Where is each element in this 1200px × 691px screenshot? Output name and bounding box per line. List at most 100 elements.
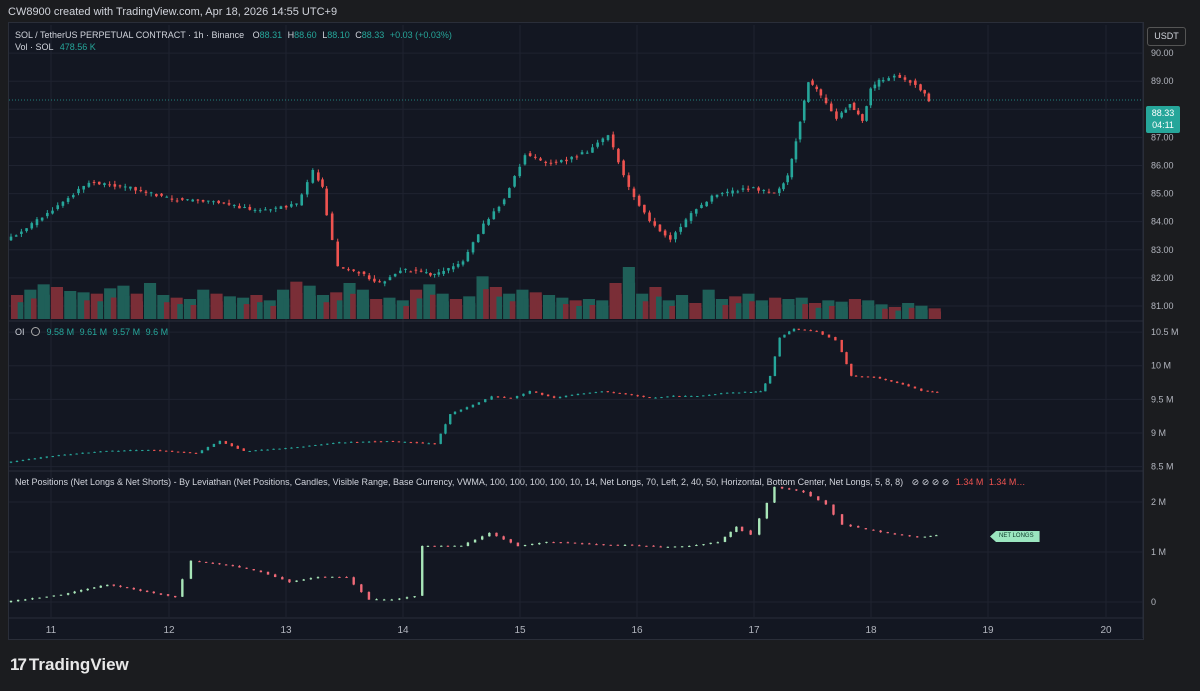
oi-candle xyxy=(714,394,717,396)
oi-candle xyxy=(552,396,556,398)
price-candle xyxy=(772,192,776,194)
price-candle xyxy=(622,160,625,176)
oi-legend[interactable]: OI 9.58 M 9.61 M 9.57 M 9.6 M xyxy=(15,327,168,337)
price-candle xyxy=(782,183,785,190)
net-candle xyxy=(245,567,248,569)
last-price: 88.33 xyxy=(1151,108,1175,118)
price-candle xyxy=(456,263,460,267)
net-candle xyxy=(495,532,498,537)
net-candle xyxy=(709,542,712,544)
net-candle xyxy=(780,486,784,489)
net-candle xyxy=(360,584,363,593)
oi-candle xyxy=(768,375,772,384)
oi-candle xyxy=(648,397,651,399)
oi-candle xyxy=(260,449,263,451)
oi-candle xyxy=(783,334,786,338)
oi-candle xyxy=(15,460,19,462)
net-candle xyxy=(99,585,102,588)
net-candle xyxy=(198,561,201,563)
price-candle xyxy=(887,78,890,81)
oi-candle xyxy=(212,443,216,447)
oi-candle xyxy=(248,451,251,453)
oi-candle xyxy=(344,442,347,444)
x-tick-label: 18 xyxy=(865,625,877,636)
visibility-icon[interactable] xyxy=(31,327,41,336)
symbol-legend[interactable]: SOL / TetherUS PERPETUAL CONTRACT · 1h ·… xyxy=(15,30,452,40)
price-candle xyxy=(601,138,605,143)
price-candle xyxy=(653,221,657,226)
net-candle xyxy=(79,590,83,592)
net-candle xyxy=(9,600,13,603)
price-candle xyxy=(757,187,760,191)
price-candle xyxy=(279,206,283,209)
price-candle xyxy=(61,201,65,206)
oi-candle xyxy=(490,396,493,400)
volume-bar xyxy=(336,300,343,319)
volume-bar xyxy=(217,301,223,319)
price-candle xyxy=(835,111,838,119)
volume-bar xyxy=(350,293,356,319)
x-tick-label: 20 xyxy=(1100,625,1112,636)
net-candle xyxy=(466,542,470,546)
price-candle xyxy=(393,273,397,277)
oi-candle xyxy=(684,395,687,397)
price-candle xyxy=(908,80,912,83)
price-candle xyxy=(97,181,101,185)
price-candle xyxy=(705,201,708,207)
net-candle xyxy=(729,531,732,537)
net-candle xyxy=(132,587,136,590)
price-candle xyxy=(844,109,848,113)
volume-bar xyxy=(376,305,383,319)
oi-candle xyxy=(778,337,781,357)
price-candle xyxy=(362,271,366,274)
x-tick-label: 11 xyxy=(46,625,57,636)
net-candle xyxy=(145,590,149,593)
oi-candle xyxy=(624,393,627,395)
net-candle xyxy=(266,571,270,575)
volume-bar xyxy=(656,296,662,319)
price-candle xyxy=(923,90,926,94)
price-candle xyxy=(528,153,532,156)
net-candle xyxy=(259,570,263,573)
price-candle xyxy=(447,268,450,271)
net-candle xyxy=(849,524,852,527)
x-tick-label: 16 xyxy=(631,625,643,636)
price-candle xyxy=(815,86,819,90)
price-candle xyxy=(840,112,843,118)
volume-bar xyxy=(110,297,117,319)
volume-bar xyxy=(469,303,476,319)
oi-candle xyxy=(936,391,939,393)
price-candle xyxy=(523,155,527,165)
price-candle xyxy=(790,158,794,178)
oi-candle xyxy=(702,395,705,397)
visibility-icons[interactable]: ⊘ ⊘ ⊘ ⊘ xyxy=(911,477,950,487)
oi-candle xyxy=(332,443,335,445)
price-candle xyxy=(290,204,293,207)
oi-candle xyxy=(465,407,469,410)
oi-candle xyxy=(850,363,853,376)
oi-candle xyxy=(895,381,899,384)
y-tick-label: 90.00 xyxy=(1151,48,1174,58)
price-candle xyxy=(347,269,350,271)
oi-candle xyxy=(821,331,824,335)
oi-candle xyxy=(326,443,329,445)
oi-candle xyxy=(642,395,645,397)
net-positions-legend[interactable]: Net Positions (Net Longs & Net Shorts) -… xyxy=(15,477,1025,488)
price-candle xyxy=(762,190,766,192)
oi-candle xyxy=(678,395,681,397)
oi-candle xyxy=(931,391,934,393)
volume-bar xyxy=(137,301,143,319)
price-candle xyxy=(611,134,615,148)
oi-candle xyxy=(206,447,210,451)
price-candle xyxy=(341,267,345,269)
net-candle xyxy=(765,502,769,519)
volume-legend[interactable]: Vol · SOL 478.56 K xyxy=(15,42,96,52)
volume-bar xyxy=(443,301,449,319)
oi-candle xyxy=(320,444,323,446)
volume-bar xyxy=(922,309,928,319)
net-candle xyxy=(893,533,897,535)
currency-button[interactable]: USDT xyxy=(1147,27,1186,46)
price-candle xyxy=(881,80,885,82)
net-candle xyxy=(566,542,570,544)
